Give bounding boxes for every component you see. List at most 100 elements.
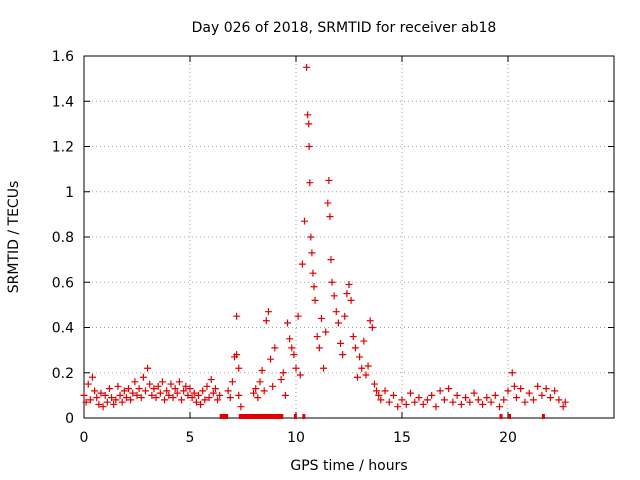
data-point xyxy=(154,382,162,390)
data-point xyxy=(108,394,116,402)
y-tick-label: 0.2 xyxy=(52,366,74,382)
data-point xyxy=(163,387,171,395)
y-tick-label: 1.6 xyxy=(52,49,74,65)
data-point xyxy=(370,380,378,388)
data-point xyxy=(305,143,313,150)
data-point xyxy=(341,312,349,320)
data-point xyxy=(101,391,109,399)
y-tick-label: 1.4 xyxy=(52,94,74,110)
gap-marker xyxy=(238,414,284,419)
data-point xyxy=(161,396,169,404)
data-point xyxy=(277,376,285,384)
data-point xyxy=(194,391,202,399)
data-point xyxy=(479,400,487,408)
data-point xyxy=(487,398,495,406)
data-point xyxy=(88,373,96,381)
data-point xyxy=(226,394,234,402)
data-point xyxy=(457,400,465,408)
data-point xyxy=(298,260,306,268)
data-point xyxy=(152,394,160,402)
data-point xyxy=(86,396,94,404)
data-point xyxy=(310,283,318,291)
data-point xyxy=(330,292,338,300)
data-point xyxy=(300,217,308,225)
data-point xyxy=(508,369,516,377)
data-point xyxy=(529,396,537,404)
data-point xyxy=(327,256,335,264)
data-point xyxy=(347,296,355,304)
data-point xyxy=(381,387,389,395)
data-point xyxy=(373,387,381,395)
data-point xyxy=(339,351,347,359)
gap-marker xyxy=(219,414,229,419)
data-point xyxy=(304,111,312,119)
data-point xyxy=(303,63,311,71)
data-point xyxy=(432,403,440,411)
data-point xyxy=(209,389,217,397)
data-point xyxy=(538,391,546,399)
plot-frame xyxy=(83,55,615,419)
y-tick-label: 0.4 xyxy=(52,321,74,337)
data-point xyxy=(207,376,215,384)
x-tick-label: 15 xyxy=(393,430,411,446)
data-point xyxy=(192,398,200,406)
data-point xyxy=(182,382,190,390)
y-tick-label: 1 xyxy=(65,185,74,201)
data-point xyxy=(156,389,164,397)
y-tick-label: 0 xyxy=(65,411,74,427)
data-point xyxy=(158,378,166,386)
data-point xyxy=(440,396,448,404)
data-point xyxy=(167,380,175,388)
data-point xyxy=(419,400,427,408)
data-point xyxy=(500,396,508,404)
data-point xyxy=(252,385,260,393)
data-point xyxy=(190,389,198,397)
data-point xyxy=(366,317,374,325)
data-point xyxy=(188,394,196,402)
data-point xyxy=(474,396,482,404)
data-point xyxy=(112,396,120,404)
data-point xyxy=(186,385,194,393)
y-axis: 0 0.2 0.4 0.6 0.8 1 1.2 1.4 1.6 xyxy=(52,49,614,427)
data-point xyxy=(320,364,328,372)
data-point xyxy=(326,213,334,221)
gap-marker xyxy=(541,414,545,419)
x-tick-label: 20 xyxy=(499,430,517,446)
data-point xyxy=(394,403,402,411)
data-point xyxy=(561,398,569,406)
data-point xyxy=(353,373,361,381)
data-point xyxy=(308,249,316,257)
data-point xyxy=(294,312,302,320)
data-point xyxy=(317,314,325,322)
y-axis-label: SRMTID / TECUs xyxy=(6,181,22,294)
data-point xyxy=(402,400,410,408)
data-point xyxy=(103,398,111,406)
data-point xyxy=(324,199,332,207)
data-point xyxy=(337,339,345,347)
gap-marker xyxy=(293,414,297,419)
data-point xyxy=(260,387,268,395)
data-point xyxy=(512,394,520,402)
data-point xyxy=(129,389,137,397)
data-point xyxy=(449,398,457,406)
data-point xyxy=(216,391,224,399)
data-point xyxy=(306,179,314,187)
data-point xyxy=(214,396,222,404)
data-point xyxy=(82,398,90,406)
data-point xyxy=(178,396,186,404)
data-point xyxy=(356,353,364,361)
data-point xyxy=(542,385,550,393)
data-point xyxy=(309,269,317,277)
data-point xyxy=(546,394,554,402)
data-point xyxy=(171,385,179,393)
data-point xyxy=(284,319,292,327)
data-point xyxy=(97,389,105,397)
data-point xyxy=(125,385,133,393)
data-point xyxy=(141,387,149,395)
data-point xyxy=(233,312,241,320)
data-point xyxy=(139,373,147,381)
data-point xyxy=(517,385,525,393)
data-point xyxy=(345,281,353,289)
data-point xyxy=(250,389,258,397)
data-point xyxy=(411,398,419,406)
